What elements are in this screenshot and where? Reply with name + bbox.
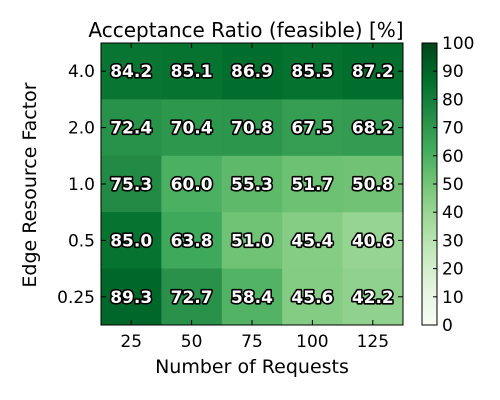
colorbar-tick-label: 60 (442, 147, 464, 167)
cell-value-label: 72.4 (110, 119, 152, 139)
cell-value-label: 85.5 (291, 62, 333, 82)
cell-value-label: 75.3 (110, 175, 152, 195)
colorbar-tick-label: 90 (442, 62, 464, 82)
colorbar-tick-label: 0 (442, 316, 453, 336)
heatmap-cell (342, 99, 404, 157)
heatmap-cell (342, 155, 404, 213)
x-axis-ticks: 25 50 75 100 125 (120, 43, 389, 352)
y-tick-label: 1.0 (68, 175, 95, 195)
heatmap-cell (282, 155, 344, 213)
x-tick-label: 100 (296, 332, 328, 352)
cell-value-label: 85.0 (110, 231, 152, 251)
cell-value-label: 50.8 (352, 175, 394, 195)
cell-value-label: 51.7 (291, 175, 333, 195)
cell-value-label: 58.4 (231, 288, 273, 308)
heatmap-cell (161, 99, 223, 157)
chart-title: Acceptance Ratio (feasible) [%] (88, 18, 403, 42)
heatmap-cell (282, 212, 344, 270)
heatmap-cell (101, 212, 162, 270)
x-axis-title: Number of Requests (155, 356, 349, 378)
colorbar-tick-label: 50 (442, 175, 464, 195)
heatmap-cell (282, 99, 344, 157)
cell-value-label: 51.0 (231, 231, 273, 251)
heatmap-cell (221, 99, 283, 157)
heatmap-cell (342, 43, 404, 100)
heatmap-cell (161, 155, 223, 213)
cell-value-label: 85.1 (171, 62, 213, 82)
heatmap-cell (282, 268, 344, 326)
cell-value-label: 89.3 (110, 288, 152, 308)
y-tick-label: 4.0 (68, 62, 95, 82)
colorbar-tick-label: 10 (442, 288, 464, 308)
colorbar-tick-label: 20 (442, 260, 464, 280)
y-tick-label: 2.0 (68, 119, 95, 139)
cell-value-label: 45.6 (291, 288, 333, 308)
heatmap-cell (342, 268, 404, 326)
colorbar-tick-label: 100 (442, 34, 474, 54)
y-tick-label: 0.5 (68, 231, 95, 251)
cell-value-label: 84.2 (110, 62, 152, 82)
colorbar-tick-label: 40 (442, 203, 464, 223)
colorbar-tick-label: 70 (442, 119, 464, 139)
heatmap-cell (221, 43, 283, 100)
y-tick-label: 0.25 (57, 288, 95, 308)
heatmap-cell (101, 155, 162, 213)
cell-value-label: 60.0 (171, 175, 213, 195)
heatmap-cell (161, 43, 223, 100)
cell-value-label: 68.2 (352, 119, 394, 139)
cell-value-label: 86.9 (231, 62, 273, 82)
cell-value-label: 87.2 (352, 62, 394, 82)
colorbar-tick-label: 80 (442, 90, 464, 110)
heatmap-cells (101, 43, 404, 326)
heatmap-cell (342, 212, 404, 270)
cell-value-label: 55.3 (231, 175, 273, 195)
cell-value-label: 45.4 (291, 231, 333, 251)
heatmap-cell (101, 43, 162, 100)
heatmap-cell (161, 212, 223, 270)
cell-value-label: 72.7 (171, 288, 213, 308)
x-tick-label: 25 (120, 332, 142, 352)
cell-value-label: 63.8 (171, 231, 213, 251)
cell-value-label: 70.4 (171, 119, 213, 139)
colorbar-tick-label: 30 (442, 231, 464, 251)
heatmap-cell-labels: 84.2 85.1 86.9 85.5 87.2 72.4 70.4 70.8 67.5 68.2… (109, 61, 396, 310)
x-tick-label: 50 (181, 332, 203, 352)
heatmap-cell (101, 268, 162, 326)
heatmap-cell (221, 268, 283, 326)
cell-value-label: 67.5 (291, 119, 333, 139)
x-tick-label: 125 (357, 332, 389, 352)
heatmap-cell (282, 43, 344, 100)
y-axis-title: Edge Resource Factor (19, 82, 41, 287)
heatmap-cell (101, 99, 162, 157)
cell-value-label: 70.8 (231, 119, 273, 139)
cell-value-label: 40.6 (352, 231, 394, 251)
x-tick-label: 75 (241, 332, 263, 352)
heatmap-cell (161, 268, 223, 326)
heatmap-cell (221, 212, 283, 270)
heatmap-cell (221, 155, 283, 213)
cell-value-label: 42.2 (352, 288, 394, 308)
y-axis-ticks: 4.0 2.0 1.0 0.5 0.25 (57, 62, 403, 308)
colorbar-ticks: 0 10 20 30 40 50 60 70 80 90 100 (433, 34, 474, 336)
